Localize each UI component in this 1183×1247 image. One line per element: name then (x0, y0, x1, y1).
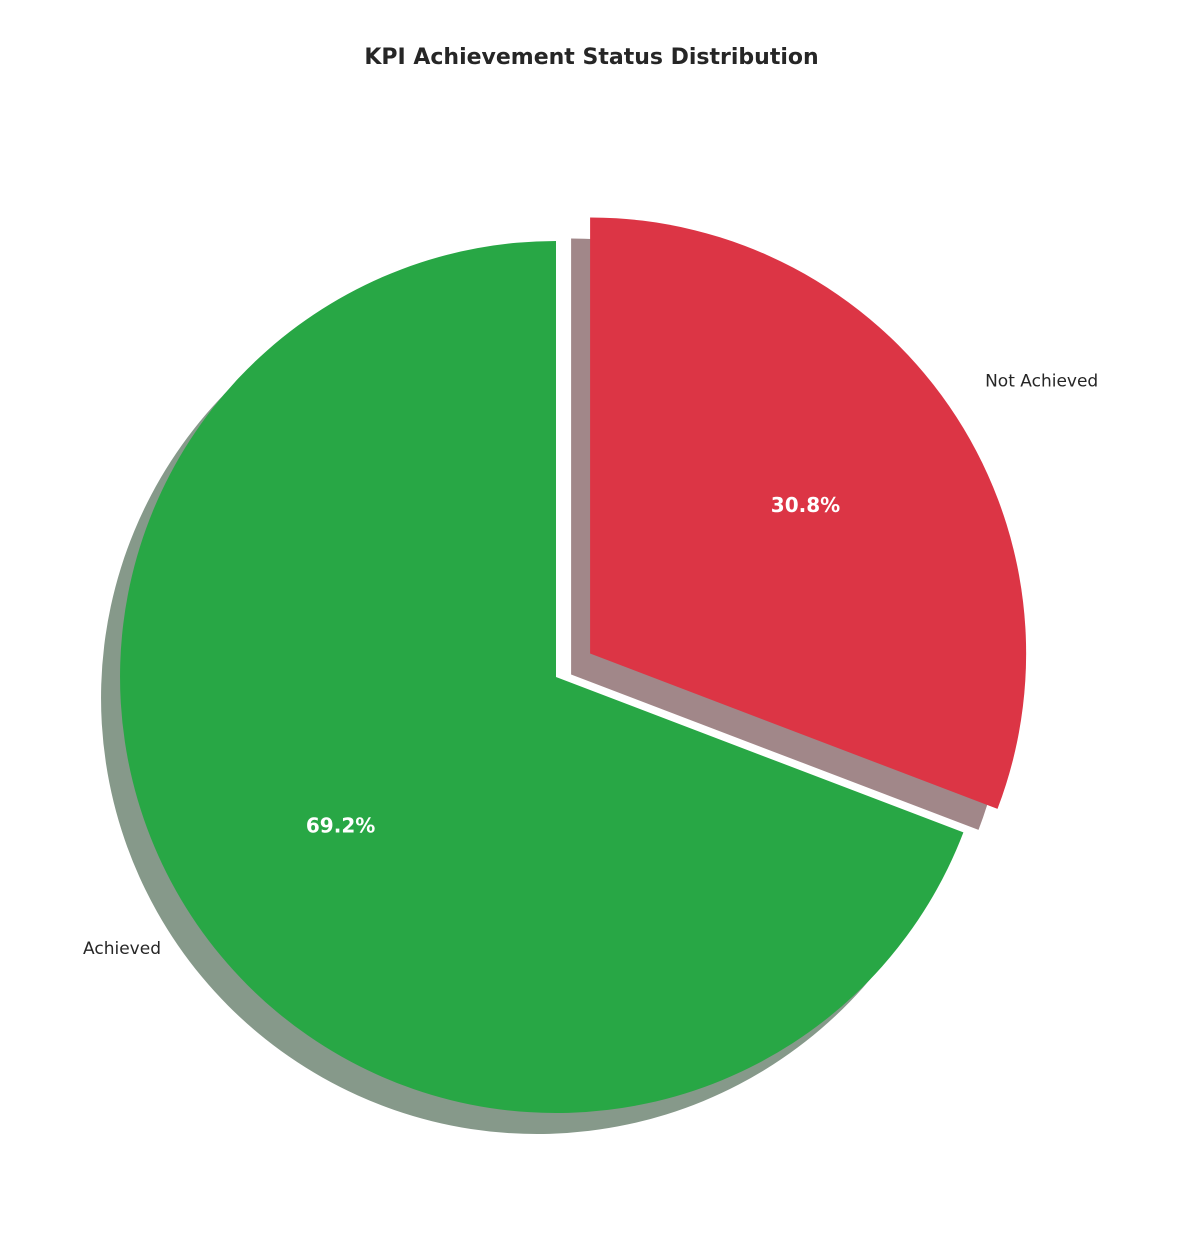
pie-pct-label-not-achieved: 30.8% (771, 493, 840, 517)
pie-text-layer: 69.2% Achieved 30.8% Not Achieved (83, 371, 1098, 959)
pie-pct-label-achieved: 69.2% (306, 813, 375, 837)
pie-category-label-achieved: Achieved (83, 939, 161, 959)
pie-category-label-not-achieved: Not Achieved (985, 371, 1098, 391)
chart-title: KPI Achievement Status Distribution (364, 45, 819, 70)
pie-slice-layer (120, 217, 1027, 1113)
pie-slice-achieved (120, 241, 964, 1113)
pie-slice-not-achieved (590, 217, 1027, 809)
